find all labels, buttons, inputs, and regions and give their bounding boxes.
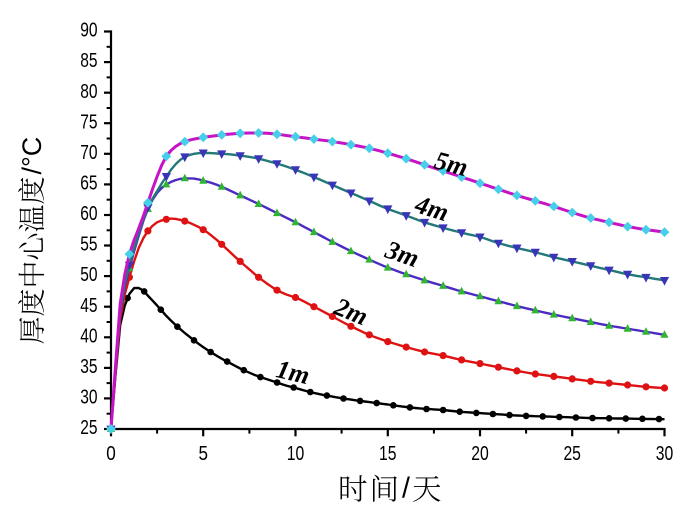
svg-text:35: 35 <box>80 355 97 378</box>
svg-text:20: 20 <box>471 442 489 465</box>
svg-text:55: 55 <box>80 233 97 256</box>
svg-text:0: 0 <box>106 442 116 465</box>
svg-text:90: 90 <box>80 19 97 42</box>
svg-text:60: 60 <box>80 202 97 225</box>
svg-text:50: 50 <box>80 263 97 286</box>
svg-text:/°C: /°C <box>17 137 47 175</box>
svg-text:25: 25 <box>80 416 97 439</box>
svg-text:/: / <box>402 473 410 505</box>
svg-text:40: 40 <box>80 324 97 347</box>
svg-text:70: 70 <box>80 141 97 164</box>
svg-text:30: 30 <box>80 386 97 409</box>
svg-text:10: 10 <box>287 442 305 465</box>
svg-text:45: 45 <box>80 294 97 317</box>
svg-text:85: 85 <box>80 49 97 72</box>
svg-text:65: 65 <box>80 172 97 195</box>
svg-text:75: 75 <box>80 110 97 133</box>
svg-text:5: 5 <box>198 442 208 465</box>
svg-text:30: 30 <box>656 442 674 465</box>
svg-text:25: 25 <box>563 442 581 465</box>
svg-text:15: 15 <box>379 442 397 465</box>
svg-text:80: 80 <box>80 80 97 103</box>
